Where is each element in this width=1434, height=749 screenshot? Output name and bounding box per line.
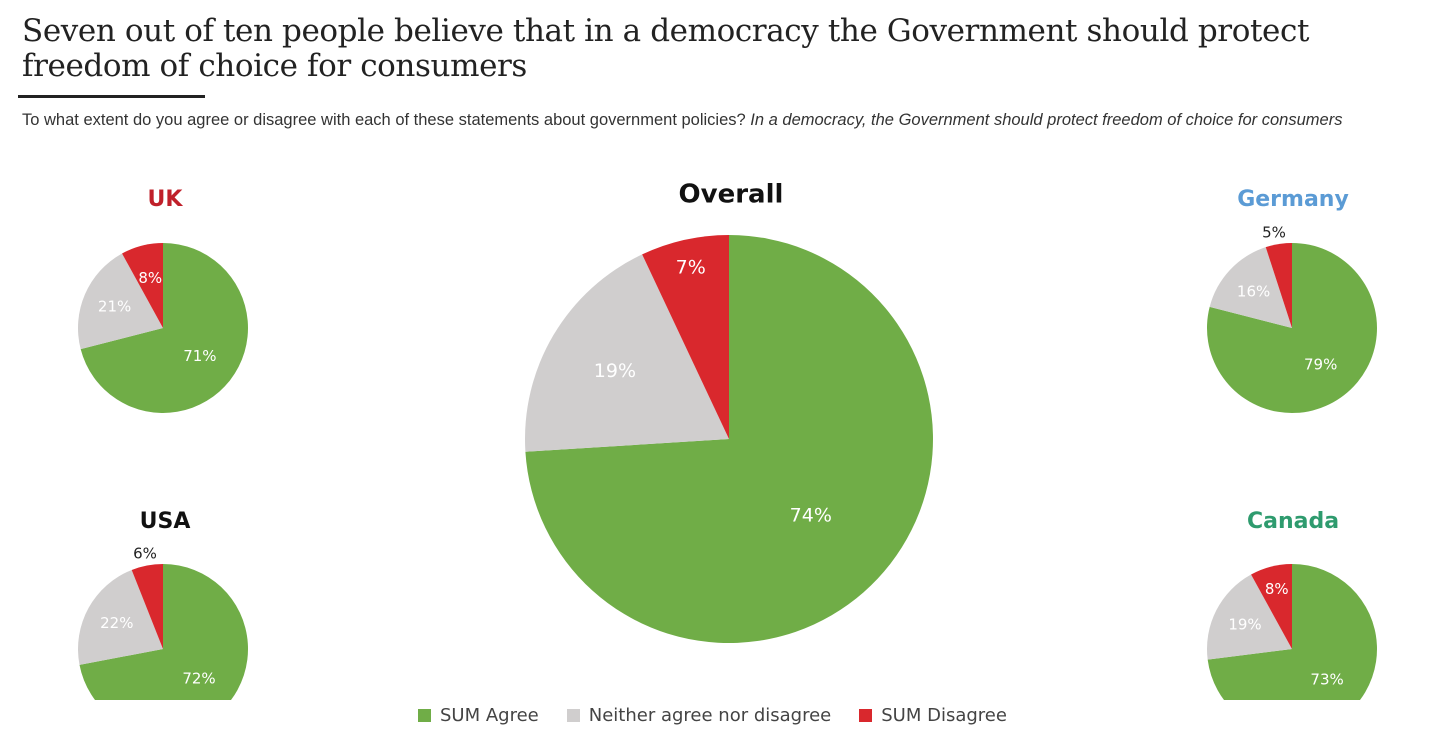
pie-slice-usa-disagree (131, 564, 163, 649)
pie-slice-overall-neither (524, 254, 729, 452)
data-label-uk-neither: 21% (98, 298, 131, 316)
pie-title-usa: USA (140, 509, 191, 534)
subtitle-statement: In a democracy, the Government should pr… (750, 111, 1343, 129)
title-rule (18, 95, 205, 98)
pie-title-germany: Germany (1237, 187, 1349, 212)
data-label-uk-disagree: 8% (138, 269, 162, 287)
subtitle-question: To what extent do you agree or disagree … (22, 111, 746, 129)
legend-label-agree: SUM Agree (440, 704, 539, 726)
legend-label-disagree: SUM Disagree (881, 704, 1007, 726)
legend-item-disagree: SUM Disagree (859, 705, 1007, 726)
pie-usa: 72% 22% 6% USA (78, 509, 248, 700)
data-label-canada-agree: 73% (1310, 670, 1343, 688)
pie-slice-usa-neither (78, 569, 163, 665)
data-label-uk-agree: 71% (183, 347, 216, 365)
pie-slice-overall-agree (525, 235, 933, 643)
data-label-germany-neither: 16% (1237, 282, 1270, 300)
pie-slice-overall-disagree (642, 235, 729, 439)
pie-slice-uk-agree (80, 243, 248, 413)
legend-item-neither: Neither agree nor disagree (566, 704, 832, 726)
data-label-overall-disagree: 7% (676, 256, 706, 278)
data-label-usa-agree: 72% (182, 669, 215, 687)
data-label-canada-disagree: 8% (1265, 580, 1289, 598)
legend-swatch-disagree (859, 708, 873, 722)
pie-charts: 71% 21% 8% UK 72% 22% 6% USA 74% 19% 7% Overall 79% 1… (77, 180, 1377, 700)
pie-slice-canada-disagree (1251, 564, 1292, 649)
pie-uk: 71% 21% 8% UK (77, 187, 248, 413)
legend-swatch-agree (418, 708, 431, 722)
pie-slice-uk-neither (77, 253, 163, 350)
legend-item-agree: SUM Agree (418, 705, 539, 726)
pie-slice-usa-agree (79, 564, 248, 700)
chart-subtitle: To what extent do you agree or disagree … (22, 108, 1412, 132)
data-label-usa-disagree: 6% (133, 545, 157, 563)
legend-label-neither: Neither agree nor disagree (588, 704, 832, 726)
pie-slice-canada-neither (1206, 574, 1292, 660)
pie-germany: 79% 16% 5% Germany (1206, 187, 1377, 413)
pie-slice-canada-agree (1207, 564, 1377, 700)
data-label-overall-neither: 19% (594, 360, 636, 382)
data-label-germany-disagree: 5% (1262, 224, 1286, 242)
legend: SUM Agree Neither agree nor disagree SUM… (418, 702, 1007, 728)
pie-slice-germany-disagree (1265, 243, 1292, 328)
pie-title-overall: Overall (679, 180, 784, 210)
data-label-usa-neither: 22% (100, 614, 133, 632)
legend-swatch-neither (566, 708, 580, 722)
pie-slice-uk-disagree (122, 243, 163, 328)
chart-title: Seven out of ten people believe that in … (22, 13, 1310, 84)
pie-title-canada: Canada (1247, 509, 1339, 534)
pie-title-uk: UK (148, 187, 184, 212)
pie-canada: 73% 19%8% Canada (1206, 509, 1377, 700)
data-label-canada-neither: 19% (1228, 616, 1261, 634)
pie-overall: 74% 19% 7% Overall (524, 180, 933, 643)
data-label-overall-agree: 74% (790, 504, 832, 526)
data-label-germany-agree: 79% (1304, 355, 1337, 373)
pie-slice-germany-agree (1206, 243, 1377, 413)
pie-slice-germany-neither (1209, 247, 1292, 328)
